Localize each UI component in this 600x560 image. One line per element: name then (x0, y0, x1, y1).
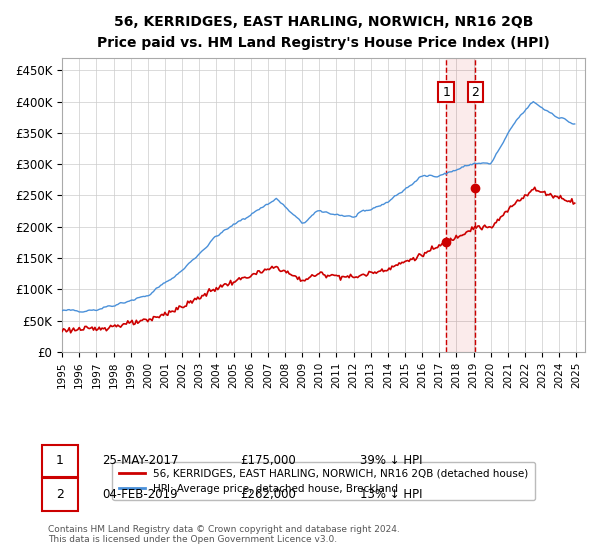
Text: 39% ↓ HPI: 39% ↓ HPI (360, 454, 422, 468)
Text: 1: 1 (442, 86, 450, 99)
Text: 25-MAY-2017: 25-MAY-2017 (102, 454, 179, 468)
FancyBboxPatch shape (42, 478, 78, 511)
Bar (446, 58, 475, 352)
Legend: 56, KERRIDGES, EAST HARLING, NORWICH, NR16 2QB (detached house), HPI: Average pr: 56, KERRIDGES, EAST HARLING, NORWICH, NR… (112, 462, 535, 500)
Text: £262,000: £262,000 (240, 488, 296, 501)
Text: 04-FEB-2019: 04-FEB-2019 (102, 488, 178, 501)
Text: 2: 2 (56, 488, 64, 501)
Title: 56, KERRIDGES, EAST HARLING, NORWICH, NR16 2QB
Price paid vs. HM Land Registry's: 56, KERRIDGES, EAST HARLING, NORWICH, NR… (97, 15, 550, 50)
Text: 1: 1 (56, 454, 64, 468)
Text: £175,000: £175,000 (240, 454, 296, 468)
Text: Contains HM Land Registry data © Crown copyright and database right 2024.
This d: Contains HM Land Registry data © Crown c… (48, 525, 400, 544)
Text: 13% ↓ HPI: 13% ↓ HPI (360, 488, 422, 501)
FancyBboxPatch shape (42, 445, 78, 477)
Text: 2: 2 (472, 86, 479, 99)
